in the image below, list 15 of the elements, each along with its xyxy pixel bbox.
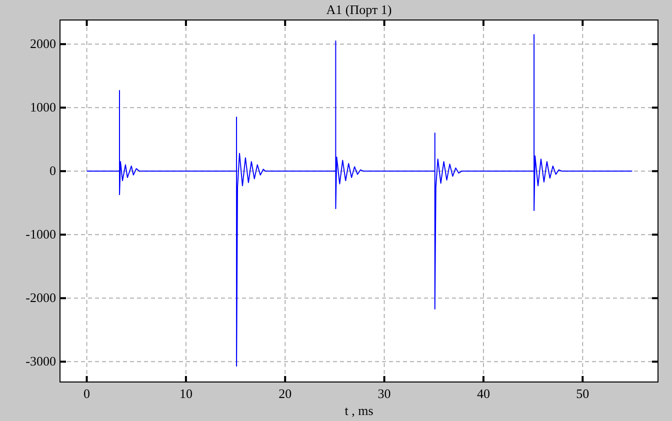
chart-title: A1 (Порт 1) bbox=[326, 2, 392, 17]
y-tick-label: 2000 bbox=[30, 36, 56, 52]
y-tick-label: -3000 bbox=[26, 354, 56, 369]
y-tick-label: -2000 bbox=[26, 290, 56, 306]
x-tick-label: 30 bbox=[378, 386, 391, 401]
x-tick-label: 0 bbox=[84, 386, 90, 401]
x-tick-label: 50 bbox=[576, 386, 590, 401]
y-tick-label: 1000 bbox=[30, 100, 56, 115]
x-tick-label: 20 bbox=[278, 386, 292, 401]
x-tick-label: 40 bbox=[476, 386, 490, 401]
y-tick-label: 0 bbox=[50, 163, 56, 178]
x-axis-title: t , ms bbox=[344, 403, 374, 418]
line-series bbox=[86, 34, 633, 367]
y-tick-label: -1000 bbox=[26, 226, 56, 242]
x-tick-label: 10 bbox=[179, 386, 192, 401]
